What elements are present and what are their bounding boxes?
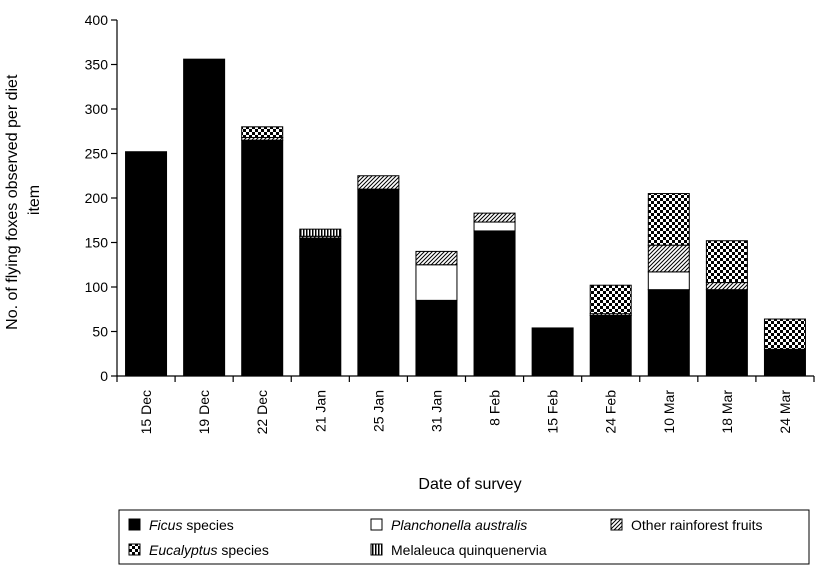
- x-tick-label: 22 Dec: [254, 390, 270, 434]
- x-tick-label: 18 Mar: [719, 390, 735, 434]
- legend-swatch: [128, 543, 141, 556]
- x-tick-label: 31 Jan: [428, 390, 444, 432]
- x-tick-label: 25 Jan: [370, 390, 386, 432]
- y-axis-title-line-1: No. of flying foxes observed per diet: [4, 74, 21, 330]
- legend-swatch: [128, 518, 141, 531]
- y-axis: 0 50 100 150 200 250 300 350 400: [85, 12, 118, 384]
- legend-swatch: [610, 518, 623, 531]
- bar-segment: [705, 289, 748, 377]
- bar-segment: [763, 318, 806, 350]
- bar-segment: [125, 151, 168, 377]
- legend-label: Ficus species: [149, 517, 234, 533]
- bar-segment: [357, 188, 400, 377]
- legend-swatch: [370, 543, 383, 556]
- x-tick-label: 24 Feb: [603, 390, 619, 434]
- bar-segment: [473, 221, 516, 232]
- legend: Ficus species Planchonella australis Other…: [118, 509, 810, 565]
- x-axis-title: Date of survey: [418, 476, 521, 493]
- bar-segment: [589, 314, 632, 377]
- y-axis-title-line-2: item: [26, 185, 43, 215]
- y-tick-label: 250: [85, 146, 109, 162]
- legend-swatch: [370, 518, 383, 531]
- y-tick-label: 100: [85, 279, 109, 295]
- bar-segment: [415, 250, 458, 266]
- y-tick-label: 400: [85, 12, 109, 28]
- bar-segment: [299, 228, 342, 237]
- bar-segment: [473, 230, 516, 377]
- x-tick-label: 24 Mar: [777, 390, 793, 434]
- bar-segment: [241, 126, 284, 138]
- x-tick-label: 15 Dec: [138, 390, 154, 434]
- x-tick-label: 15 Feb: [545, 390, 561, 434]
- y-axis-title: No. of flying foxes observed per diet it…: [4, 70, 43, 330]
- bar-segment: [647, 271, 690, 291]
- y-tick-label: 0: [100, 368, 108, 384]
- bar-segment: [183, 58, 226, 377]
- x-tick-label: 21 Jan: [312, 390, 328, 432]
- legend-label: Planchonella australis: [391, 517, 527, 533]
- y-tick-label: 150: [85, 235, 109, 251]
- bar-segment: [647, 289, 690, 377]
- x-tick-label: 8 Feb: [487, 390, 503, 426]
- bar-segment: [415, 299, 458, 377]
- legend-label: Eucalyptus species: [149, 542, 269, 558]
- legend-border: [118, 509, 810, 565]
- bar-segment: [473, 212, 516, 223]
- bar-segment: [647, 244, 690, 273]
- bar-segment: [415, 264, 458, 301]
- bars-group: [125, 58, 806, 377]
- y-tick-label: 50: [92, 324, 108, 340]
- x-tick-label: 10 Mar: [661, 390, 677, 434]
- y-tick-label: 350: [85, 57, 109, 73]
- bar-segment: [705, 240, 748, 284]
- bar-segment: [299, 237, 342, 377]
- x-tick-label: 19 Dec: [196, 390, 212, 434]
- bar-segment: [241, 139, 284, 377]
- bar-segment: [647, 193, 690, 246]
- bar-segment: [357, 175, 400, 190]
- bar-segment: [531, 327, 574, 377]
- x-axis: 15 Dec 19 Dec 22 Dec 21 Jan 25 Jan 31 Jan 8 Fe…: [116, 375, 815, 434]
- legend-label: Melaleuca quinquenervia: [391, 542, 547, 558]
- y-tick-label: 200: [85, 190, 109, 206]
- y-tick-label: 300: [85, 101, 109, 117]
- bar-segment: [705, 282, 748, 291]
- bar-segment: [589, 284, 632, 315]
- legend-label: Other rainforest fruits: [631, 517, 763, 533]
- bar-segment: [763, 348, 806, 377]
